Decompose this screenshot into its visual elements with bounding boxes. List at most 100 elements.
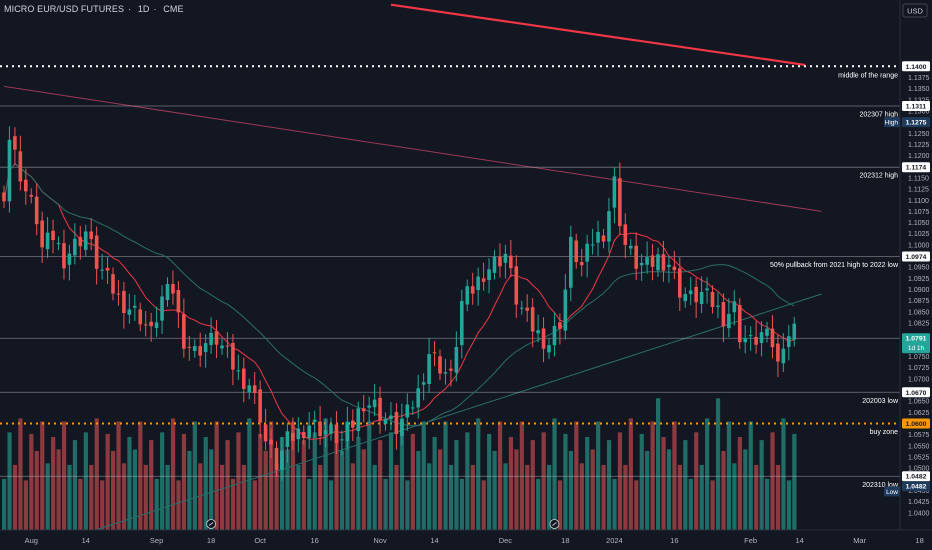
volume-bar — [492, 450, 497, 530]
price-tag-last: 1.0791 1d 1h — [902, 333, 930, 354]
candle-body — [24, 179, 28, 192]
candle-body — [78, 237, 83, 247]
volume-bar — [247, 418, 252, 530]
volume-bar — [56, 449, 61, 530]
price-tick-label: 1.1325 — [908, 97, 930, 104]
price-tag-line: 1.0670 — [902, 387, 930, 398]
candle — [776, 334, 780, 378]
event-marker-icon[interactable] — [206, 519, 217, 529]
price-tag-label: 1.0600 — [906, 421, 927, 428]
candle-body — [765, 328, 769, 336]
candle — [525, 294, 529, 322]
candle — [345, 406, 350, 451]
volume-bar — [323, 418, 328, 530]
volume-bar — [454, 440, 459, 530]
volume-bar — [329, 480, 334, 530]
candles — [2, 126, 797, 481]
candle-body — [192, 346, 197, 351]
volume-bar — [176, 480, 181, 530]
candle-body — [563, 289, 568, 331]
candle — [781, 333, 786, 373]
volume-bar — [427, 463, 432, 530]
candle-body — [770, 328, 775, 348]
candle — [236, 354, 241, 381]
candle — [765, 321, 769, 343]
candle — [383, 412, 388, 431]
volume-bar — [165, 464, 170, 530]
candle — [743, 325, 747, 354]
price-axis[interactable]: USD 1.1375 1.1350 1.1325 1.1300 1.1250 1.1225… — [899, 0, 932, 550]
candle — [160, 285, 164, 334]
price-tick-label: 1.1075 — [908, 209, 930, 216]
horizontal-levels[interactable] — [0, 65, 900, 477]
badge-background — [884, 486, 900, 497]
time-tick-label: Nov — [373, 536, 387, 545]
volume-bar — [557, 480, 563, 530]
candle — [296, 417, 301, 453]
price-tag-background — [902, 333, 930, 354]
trendline[interactable] — [3, 85, 822, 212]
candle-body — [688, 290, 693, 295]
volume-bar — [279, 437, 285, 530]
volume-bar — [67, 464, 72, 530]
volume-bar — [715, 398, 721, 530]
price-tag-line: 1.0974 — [902, 251, 930, 262]
volume-bar — [786, 480, 791, 530]
price-tick-label: 1.1100 — [908, 198, 929, 205]
volume-bar — [198, 463, 203, 530]
candle-body — [449, 368, 453, 371]
volume-bar — [209, 449, 214, 530]
candle-body — [182, 314, 186, 349]
candle — [787, 325, 791, 361]
volume-bar — [612, 478, 617, 530]
trendline[interactable] — [390, 3, 806, 67]
candle-body — [171, 283, 175, 294]
price-tag-label: 1.1311 — [906, 104, 927, 111]
event-marker-icon[interactable] — [549, 519, 560, 529]
candle-body — [519, 307, 524, 309]
volume-bar — [476, 418, 481, 530]
candle — [367, 396, 371, 424]
candle — [312, 410, 317, 438]
candle-body — [394, 411, 399, 435]
price-tag-countdown: 1d 1h — [908, 345, 925, 352]
candle — [737, 298, 742, 349]
volume-bar — [225, 440, 230, 530]
symbol-name[interactable]: MICRO EUR/USD FUTURES — [4, 4, 125, 14]
interval-label[interactable]: 1D — [137, 4, 150, 14]
price-tick-label: 1.0500 — [908, 466, 930, 473]
currency-button[interactable]: USD — [902, 3, 928, 18]
candle — [683, 287, 688, 308]
candle — [252, 371, 257, 405]
candle-body — [133, 305, 137, 308]
price-tick-label: 1.1225 — [908, 142, 930, 149]
price-tick-label: 1.0525 — [908, 455, 930, 462]
volume-bar — [18, 418, 23, 530]
volume-bar — [388, 432, 394, 530]
candle — [732, 290, 737, 326]
candle-body — [351, 420, 355, 428]
candle — [301, 425, 306, 445]
volume-bar — [677, 464, 682, 530]
time-tick-label: 2024 — [606, 536, 623, 545]
time-axis[interactable]: Aug 14 Sep 18 Oct 16 Nov 14 Dec 18 2024 16 Feb 14 Mar 1… — [0, 529, 932, 550]
candle — [547, 338, 551, 359]
candle-body — [154, 322, 159, 328]
candle-body — [138, 309, 143, 325]
candle — [62, 229, 66, 280]
price-tick-label: 1.0625 — [908, 410, 930, 417]
time-tick-label: 18 — [561, 536, 569, 545]
candle — [465, 279, 470, 312]
volume-bar — [345, 421, 350, 530]
candle — [727, 298, 731, 338]
candle-body — [601, 235, 606, 242]
price-tick-label: 1.0725 — [908, 365, 930, 372]
candle-body — [18, 151, 23, 182]
candle — [34, 183, 39, 236]
candle — [40, 211, 44, 263]
candle-body — [432, 352, 437, 354]
currency-label: USD — [907, 7, 923, 16]
candle-body — [329, 424, 333, 434]
